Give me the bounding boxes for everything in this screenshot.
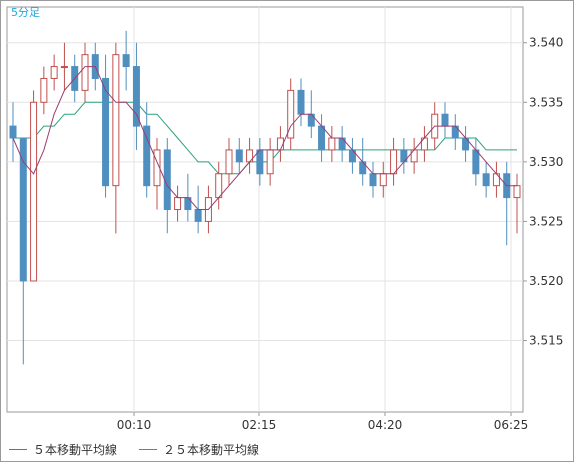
x-tick-label: 06:25 — [494, 418, 529, 432]
candle-body-down — [235, 149, 243, 163]
y-tick-label: 3.515 — [529, 334, 563, 348]
candle-body-up — [30, 101, 38, 282]
ma25-line — [13, 101, 517, 175]
candle-body-down — [132, 66, 140, 127]
y-axis: 3.515 3.520 3.525 3.530 3.535 3.540 — [523, 36, 563, 348]
ma5-line-group — [12, 66, 517, 210]
candle-body-up — [81, 54, 89, 91]
candle-body-down — [143, 125, 151, 187]
candle-body-up — [40, 77, 48, 103]
candle-body-down — [482, 173, 490, 187]
candle-body-up — [60, 66, 68, 69]
candle-body-up — [266, 149, 274, 175]
plot-border — [6, 6, 524, 413]
x-tick-label: 00:10 — [117, 418, 152, 432]
candle-body-up — [174, 197, 182, 211]
ma5-line — [12, 66, 517, 210]
legend: ５本移動平均線 ２５本移動平均線 — [9, 441, 259, 458]
candle-body-up — [287, 89, 295, 139]
y-tick-label: 3.535 — [529, 95, 563, 109]
candle-body-down — [194, 209, 202, 222]
candle-body-down — [297, 89, 305, 115]
candle-body-up — [379, 173, 387, 187]
candle-body-down — [256, 149, 264, 175]
y-tick-label: 3.525 — [529, 214, 563, 228]
candle-body-up — [50, 66, 58, 79]
legend-label-ma25: ２５本移動平均線 — [163, 443, 260, 457]
candle-body-down — [318, 125, 326, 151]
candle-body-up — [225, 149, 233, 175]
y-tick-label: 3.530 — [529, 155, 563, 169]
candle-body-down — [122, 54, 130, 68]
candle-body-down — [441, 113, 449, 127]
candle-body-down — [369, 173, 377, 187]
candle-body-up — [112, 54, 120, 187]
x-tick-label: 02:15 — [242, 418, 277, 432]
candle-body-down — [9, 125, 17, 139]
ma25-line-group — [13, 101, 517, 175]
legend-label-ma5: ５本移動平均線 — [33, 443, 118, 457]
x-axis: 00:10 02:15 04:20 06:25 — [117, 412, 529, 432]
x-tick-label: 04:20 — [368, 418, 403, 432]
candle-body-down — [102, 77, 110, 187]
candle-body-up — [513, 185, 521, 199]
chart-title: 5分足 — [11, 6, 40, 19]
legend-swatch-ma25 — [139, 449, 158, 450]
legend-swatch-ma5 — [9, 449, 27, 450]
candle-body-down — [19, 137, 27, 282]
y-tick-label: 3.520 — [529, 274, 563, 288]
legend-item-ma25: ２５本移動平均線 — [139, 441, 259, 458]
candles — [9, 30, 521, 365]
candle-body-up — [390, 149, 398, 175]
y-tick-label: 3.540 — [529, 36, 563, 50]
legend-item-ma5: ５本移動平均線 — [9, 441, 117, 458]
candle-body-up — [215, 173, 223, 199]
candle-body-up — [328, 137, 336, 151]
candle-body-down — [472, 149, 480, 175]
